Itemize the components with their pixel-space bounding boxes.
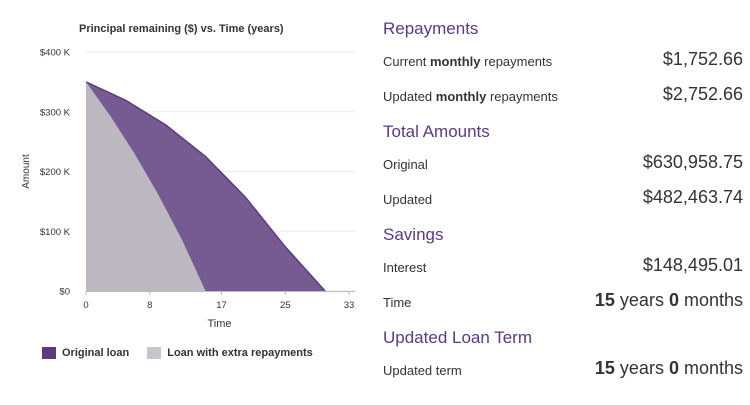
x-tick-label: 25 xyxy=(280,300,291,311)
updated-repayment-row: Updated monthly repayments $2,752.66 xyxy=(383,75,743,110)
y-tick-label: $400 K xyxy=(40,48,71,59)
x-tick-label: 8 xyxy=(147,300,152,311)
y-axis-label: Amount xyxy=(21,154,32,189)
years-number: 15 xyxy=(594,290,615,310)
chart-svg: Principal remaining ($) vs. Time (years)… xyxy=(21,23,355,330)
total-original-value: $630,958.75 xyxy=(642,152,743,172)
chart-title: Principal remaining ($) vs. Time (years) xyxy=(79,23,284,35)
savings-interest-row: Interest $148,495.01 xyxy=(383,246,743,281)
years-number: 15 xyxy=(594,358,615,378)
x-tick-label: 0 xyxy=(83,300,88,311)
updated-term-row: Updated term 15 years 0 months xyxy=(383,349,743,384)
total-original-label: Original xyxy=(383,157,428,172)
months-number: 0 xyxy=(668,290,679,310)
legend-swatch-original xyxy=(42,347,56,359)
savings-interest-label: Interest xyxy=(383,260,427,275)
years-unit: years xyxy=(614,358,669,378)
series-line-original xyxy=(85,81,326,292)
current-repayment-value: $1,752.66 xyxy=(662,49,743,69)
current-repayment-row: Current monthly repayments $1,752.66 xyxy=(383,40,743,75)
legend-label-original: Original loan xyxy=(62,347,130,359)
savings-time-row: Time 15 years 0 months xyxy=(383,281,743,316)
updated-term-value: 15 years 0 months xyxy=(595,358,743,384)
savings-time-value: 15 years 0 months xyxy=(595,290,743,316)
total-updated-row: Updated $482,463.74 xyxy=(383,178,743,213)
months-number: 0 xyxy=(668,358,679,378)
legend-item-extra[interactable]: Loan with extra repayments xyxy=(147,347,313,359)
series-area-extra xyxy=(86,81,206,291)
total-updated-label: Updated xyxy=(383,192,433,207)
legend-swatch-extra xyxy=(147,347,162,359)
x-axis-label: Time xyxy=(207,318,231,330)
savings-time-label: Time xyxy=(383,295,412,310)
savings-title: Savings xyxy=(383,225,444,244)
legend-label-extra: Loan with extra repayments xyxy=(167,347,313,359)
y-tick-label: $0 xyxy=(59,287,70,298)
months-unit: months xyxy=(678,290,743,310)
x-tick-label: 17 xyxy=(216,300,227,311)
label-bold: monthly xyxy=(429,54,481,69)
x-tick-label: 33 xyxy=(344,300,355,311)
label-part: repayments xyxy=(480,54,553,69)
savings-interest-value: $148,495.01 xyxy=(642,255,743,275)
chart-container: Principal remaining ($) vs. Time (years)… xyxy=(0,0,370,405)
label-part: repayments xyxy=(486,89,558,104)
label-part: Updated xyxy=(383,89,436,104)
months-unit: months xyxy=(678,358,743,378)
total-updated-value: $482,463.74 xyxy=(642,187,743,207)
chart-legend: Original loan Loan with extra repayments xyxy=(42,347,313,359)
label-part: Current xyxy=(383,54,430,69)
years-unit: years xyxy=(614,290,669,310)
current-repayment-label: Current monthly repayments xyxy=(383,54,552,75)
y-tick-label: $200 K xyxy=(40,167,71,178)
updated-term-label: Updated term xyxy=(383,363,462,378)
y-tick-label: $300 K xyxy=(40,107,71,118)
y-tick-label: $100 K xyxy=(40,227,71,238)
label-bold: monthly xyxy=(435,89,487,104)
repayments-title: Repayments xyxy=(383,19,479,38)
updated-repayment-value: $2,752.66 xyxy=(662,84,743,104)
updated-repayment-label: Updated monthly repayments xyxy=(383,89,558,110)
term-title: Updated Loan Term xyxy=(383,328,533,347)
totals-title: Total Amounts xyxy=(383,122,490,141)
legend-item-original[interactable]: Original loan xyxy=(42,347,129,359)
results-panel: Repayments Current monthly repayments $1… xyxy=(383,18,743,384)
total-original-row: Original $630,958.75 xyxy=(383,143,743,178)
